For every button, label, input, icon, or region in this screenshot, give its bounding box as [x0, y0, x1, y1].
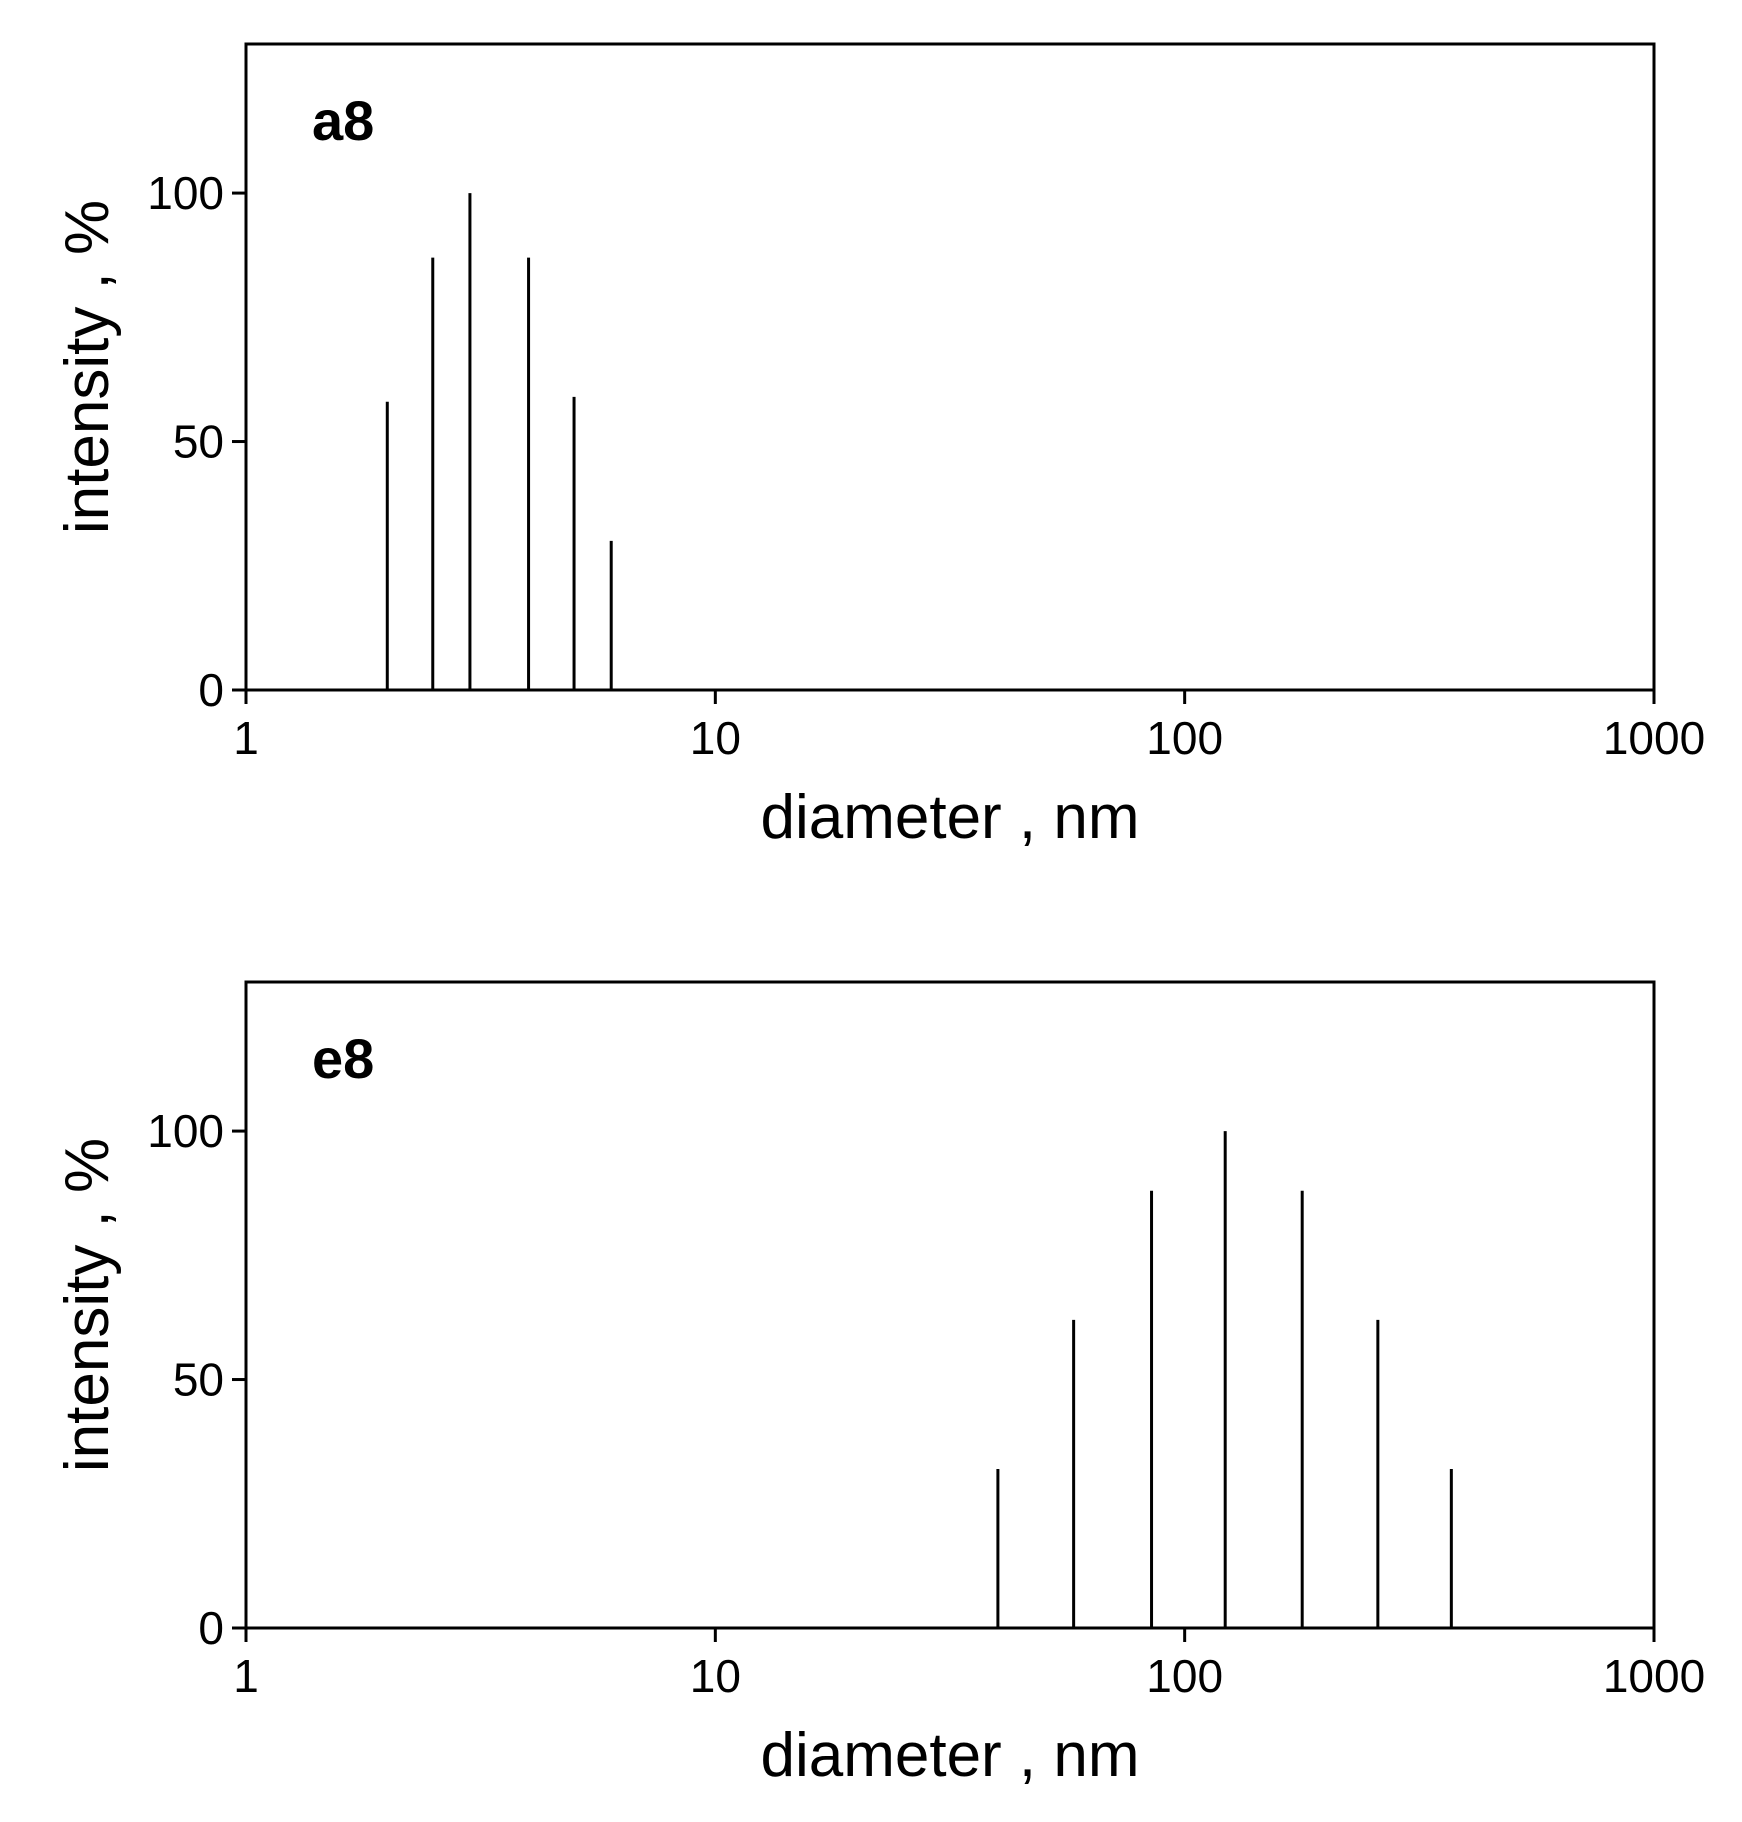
x-tick-label: 100: [1146, 1650, 1223, 1702]
x-axis-title: diameter , nm: [760, 783, 1139, 852]
x-tick-label: 10: [690, 712, 741, 764]
x-tick-label: 1: [233, 1650, 259, 1702]
x-tick-label: 100: [1146, 712, 1223, 764]
x-tick-label: 1000: [1603, 712, 1705, 764]
plot-frame: [244, 42, 1656, 692]
panel-label: a8: [312, 89, 374, 152]
panel-label: e8: [312, 1027, 374, 1090]
y-tick-label: 50: [173, 1354, 224, 1406]
y-axis-title: intensity , %: [53, 200, 122, 534]
y-tick-label: 0: [198, 664, 224, 716]
x-axis-title: diameter , nm: [760, 1721, 1139, 1790]
x-tick-label: 1000: [1603, 1650, 1705, 1702]
chart-panel-a8: 1 10 100 1000 0 50 100 a8 diameter , nm intensity…: [53, 42, 1705, 852]
y-tick-label: 0: [198, 1602, 224, 1654]
y-tick-label: 100: [147, 1105, 224, 1157]
x-tick-label: 10: [690, 1650, 741, 1702]
y-tick-label: 50: [173, 416, 224, 468]
y-axis-title: intensity , %: [53, 1138, 122, 1472]
y-tick-label: 100: [147, 167, 224, 219]
chart-panel-e8: 1 10 100 1000 0 50 100 e8 diameter , nm intensity…: [53, 980, 1705, 1790]
plot-frame: [244, 980, 1656, 1630]
x-tick-label: 1: [233, 712, 259, 764]
